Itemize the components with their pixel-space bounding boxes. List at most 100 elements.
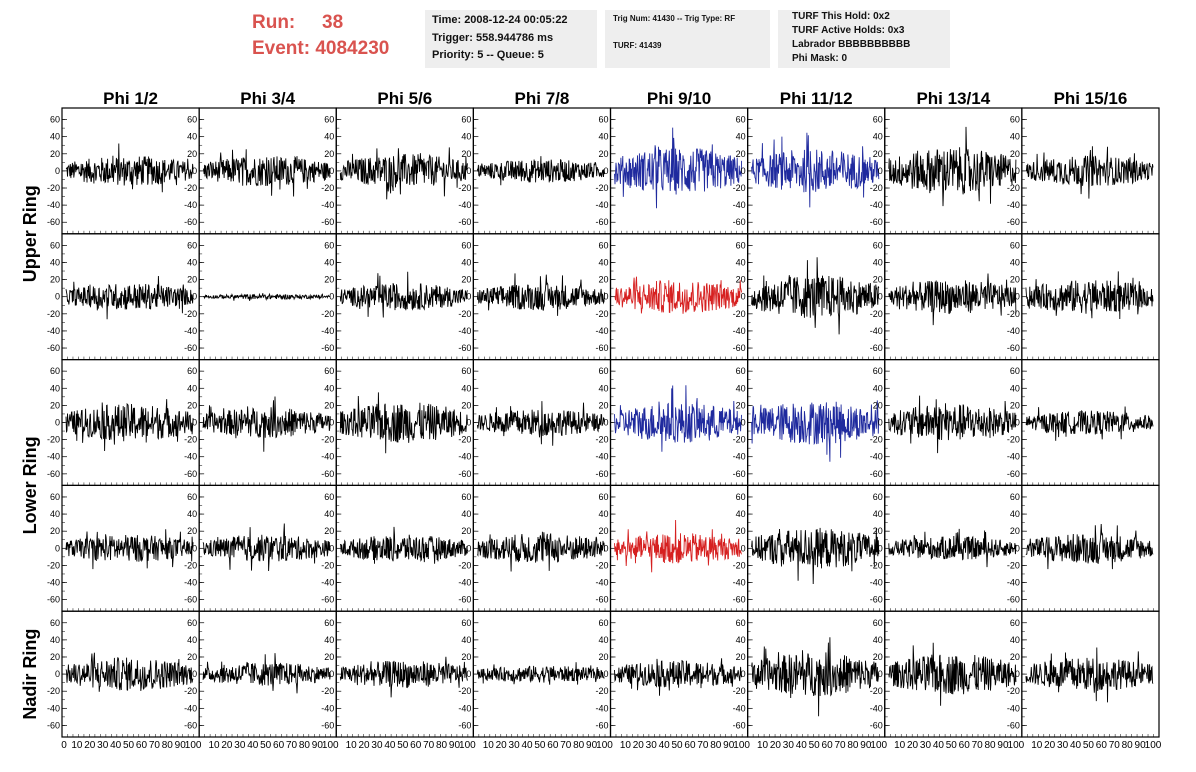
x-tick-label: 70: [834, 740, 846, 751]
y-tick-label: -40: [458, 703, 471, 713]
y-tick-label: 0: [466, 543, 471, 553]
y-tick-label: 40: [598, 509, 608, 519]
x-tick-label: 20: [770, 740, 782, 751]
y-tick-label: -20: [458, 309, 471, 319]
y-tick-label: 20: [1010, 400, 1020, 410]
y-tick-label: 20: [324, 275, 334, 285]
y-tick-label: 60: [1010, 240, 1020, 250]
waveform-trace: [888, 528, 1017, 568]
y-tick-label: -60: [1007, 217, 1020, 227]
y-tick-label: 40: [461, 635, 471, 645]
y-tick-label: -40: [321, 703, 334, 713]
x-tick-label: 90: [586, 740, 598, 751]
y-tick-label: -20: [1007, 560, 1020, 570]
waveform-trace: [751, 637, 880, 717]
x-tick-label: 60: [684, 740, 696, 751]
waveform-trace: [751, 400, 880, 462]
y-tick-label: 40: [50, 257, 60, 267]
y-tick-label: 20: [187, 652, 197, 662]
y-tick-label: -60: [321, 343, 334, 353]
y-tick-label: 40: [50, 635, 60, 645]
y-tick-label: 20: [736, 275, 746, 285]
waveform-panel: 60 40 20 0 -20 -40 -60: [184, 610, 337, 738]
y-tick-label: 0: [55, 292, 60, 302]
waveform-panel: 60 40 20 0 -20 -40 -60: [595, 484, 749, 612]
waveform-panel: 60 40 20 0 -20 -40 -60: [321, 610, 474, 738]
y-tick-label: 0: [1015, 669, 1020, 679]
waveform-panel: 60 40 20 0 -20 -40 -60: [595, 359, 749, 487]
y-tick-label: 0: [603, 418, 608, 428]
waveform-panel: 60 40 20 0 -20 -40 -60: [458, 107, 612, 235]
waveform-trace: [1025, 647, 1154, 703]
y-tick-label: -20: [733, 560, 746, 570]
waveform-trace: [202, 396, 331, 452]
y-tick-label: 60: [461, 115, 471, 125]
waveform-panel: 60 40 20 0 -20 -40 -60: [321, 359, 474, 487]
y-tick-label: -60: [595, 217, 608, 227]
y-tick-label: 60: [873, 115, 883, 125]
waveform-panel: 60 40 20 0 -20 -40 -60: [47, 484, 200, 612]
y-tick-label: 0: [329, 418, 334, 428]
y-tick-label: 40: [50, 509, 60, 519]
y-tick-label: 60: [461, 366, 471, 376]
y-tick-label: 40: [873, 383, 883, 393]
waveform-trace: [339, 526, 468, 564]
y-tick-label: 0: [1015, 543, 1020, 553]
y-tick-label: -60: [595, 343, 608, 353]
waveform-panel: 60 40 20 0 -20 -40 -60: [595, 107, 749, 235]
waveform-panel: 60 40 20 0 -20 -40 -60: [47, 107, 200, 235]
y-tick-label: -40: [458, 326, 471, 336]
y-tick-label: -20: [870, 435, 883, 445]
y-tick-label: -60: [458, 595, 471, 605]
y-tick-label: 0: [55, 669, 60, 679]
y-tick-label: 40: [461, 509, 471, 519]
waveform-trace: [65, 652, 194, 692]
column-title: Phi 11/12: [780, 89, 853, 108]
y-tick-label: -40: [184, 326, 197, 336]
time-text: Time: 2008-12-24 00:05:22: [432, 14, 568, 26]
y-tick-label: -40: [733, 200, 746, 210]
y-tick-label: 0: [878, 292, 883, 302]
waveform-trace: [476, 401, 605, 446]
y-tick-label: -20: [321, 686, 334, 696]
y-tick-label: -20: [321, 435, 334, 445]
y-tick-label: -20: [47, 686, 60, 696]
labrador-text: Labrador BBBBBBBBBB: [792, 39, 911, 50]
x-tick-label: 10: [71, 740, 83, 751]
y-tick-label: 20: [873, 400, 883, 410]
y-tick-label: 20: [461, 400, 471, 410]
column-title: Phi 5/6: [377, 89, 432, 108]
y-tick-label: -20: [458, 183, 471, 193]
y-tick-label: 20: [187, 526, 197, 536]
y-tick-label: 0: [741, 669, 746, 679]
x-tick-label: 10: [1031, 740, 1043, 751]
waveform-trace: [476, 662, 605, 685]
time-trigger-box: Time: 2008-12-24 00:05:22 Trigger: 558.9…: [425, 10, 597, 68]
y-tick-label: 60: [736, 492, 746, 502]
x-tick-label: 60: [822, 740, 834, 751]
y-tick-label: 20: [736, 149, 746, 159]
y-tick-label: 0: [192, 418, 197, 428]
y-tick-label: 40: [461, 132, 471, 142]
y-tick-label: 20: [873, 652, 883, 662]
y-tick-label: 60: [598, 240, 608, 250]
y-tick-label: -60: [458, 217, 471, 227]
waveform-trace: [202, 523, 331, 572]
y-tick-label: -60: [321, 469, 334, 479]
column-title: Phi 13/14: [916, 89, 990, 108]
x-tick-label: 50: [672, 740, 684, 751]
waveform-panel: 60 40 20 0 -20 -40 -60: [47, 359, 200, 487]
waveform-trace: [339, 656, 468, 698]
y-tick-label: 0: [878, 418, 883, 428]
x-tick-label: 100: [459, 740, 476, 751]
y-tick-label: -20: [47, 183, 60, 193]
y-tick-label: 20: [461, 275, 471, 285]
x-tick-label: 90: [449, 740, 461, 751]
y-tick-label: 0: [466, 166, 471, 176]
waveform-trace: [339, 147, 468, 200]
y-tick-label: -40: [184, 452, 197, 462]
y-tick-label: 20: [598, 526, 608, 536]
y-tick-label: 40: [324, 132, 334, 142]
x-tick-label: 60: [547, 740, 559, 751]
y-tick-label: -60: [595, 720, 608, 730]
